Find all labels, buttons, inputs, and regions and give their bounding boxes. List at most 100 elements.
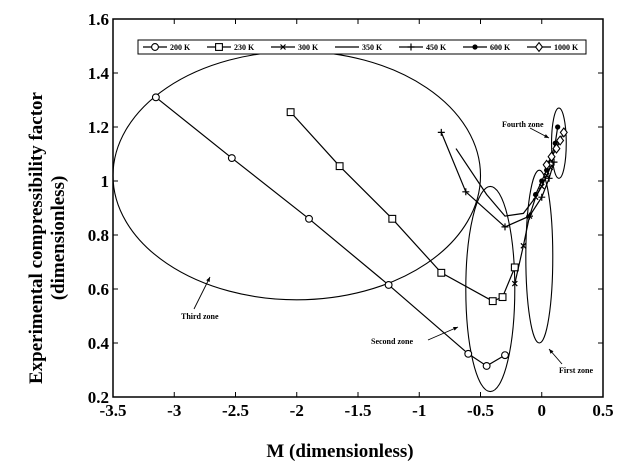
data-point: [542, 159, 551, 171]
axis-ticks: -3.5 -3 -2.5 -2 -1.5 -1 -0.5 0 0.5 0.2 0.4 0.6 0.8 1 1…: [88, 10, 614, 420]
x-tick-label: -2: [290, 401, 304, 420]
series-450-k: [437, 128, 558, 231]
y-tick-label: 0.8: [88, 226, 109, 245]
arrow-head: [544, 134, 549, 138]
data-point: [286, 108, 295, 117]
annotation-first-zone: First zone: [548, 348, 593, 375]
annotation-fourth-zone: Fourth zone: [502, 120, 550, 139]
annotation-second-zone: Second zone: [371, 326, 459, 346]
annotation-arrow: [193, 276, 211, 310]
second-zone-ellipse: [465, 185, 516, 393]
legend-entry: 200 K: [143, 43, 191, 52]
series-230-k: [286, 108, 519, 306]
third-zone-ellipse: [112, 50, 482, 301]
data-point: [280, 44, 286, 50]
annotation-arrow: [427, 326, 459, 341]
annotation-text: Fourth zone: [502, 120, 544, 129]
data-point: [482, 362, 491, 370]
annotation-text: Third zone: [181, 312, 219, 321]
data-point: [488, 297, 497, 306]
first-zone-ellipse: [525, 169, 554, 344]
x-tick-label: 0: [538, 401, 547, 420]
data-point: [550, 158, 558, 166]
data-point: [552, 143, 561, 154]
legend-label: 200 K: [170, 43, 191, 52]
x-tick-label: -2.5: [222, 401, 249, 420]
legend-label: 300 K: [298, 43, 319, 52]
x-axis-label: M (dimensionless): [266, 441, 413, 461]
series-200-k: [151, 93, 509, 370]
legend-label: 1000 K: [554, 43, 579, 52]
x-tick-label: 0.5: [592, 401, 613, 420]
annotation-text: First zone: [559, 366, 593, 375]
data-point: [538, 193, 546, 201]
legend-entry: 230 K: [207, 43, 255, 52]
data-point: [151, 93, 160, 102]
y-axis-label-line1: Experimental compressibility factor: [26, 91, 47, 384]
data-point: [511, 280, 518, 287]
data-point: [472, 44, 478, 50]
data-point: [544, 167, 550, 173]
data-point: [534, 41, 544, 53]
y-axis-label-line2: (dimensionless): [48, 176, 69, 301]
y-tick-label: 0.6: [88, 280, 109, 299]
x-tick-label: -1: [412, 401, 426, 420]
data-point: [388, 214, 397, 223]
data-point: [533, 191, 539, 198]
data-point: [464, 349, 473, 358]
arrow-head: [453, 327, 458, 331]
data-point: [384, 281, 393, 289]
data-point: [501, 351, 509, 360]
series-line: [514, 167, 551, 284]
legend-entry: 450 K: [399, 43, 447, 52]
series-1000-k: [542, 127, 568, 171]
data-point: [559, 127, 568, 138]
data-point: [151, 43, 159, 51]
y-tick-label: 0.2: [88, 388, 109, 407]
data-point: [437, 268, 446, 277]
series-line: [155, 96, 506, 367]
data-point: [335, 162, 344, 171]
arrow-head: [206, 277, 210, 282]
x-tick-label: -0.5: [467, 401, 494, 420]
data-point: [539, 178, 545, 184]
legend-box: [137, 39, 587, 55]
legend: 200 K 230 K 300 K 350 K 450 K 600 K 1000 K: [137, 39, 587, 55]
legend-label: 230 K: [234, 43, 255, 52]
data-point: [462, 188, 470, 196]
arrow-head: [549, 349, 554, 354]
legend-entry: 1000 K: [527, 41, 579, 53]
data-point: [510, 263, 519, 272]
y-tick-label: 1.2: [88, 118, 109, 137]
y-tick-label: 1.6: [88, 10, 109, 29]
data-point: [526, 212, 533, 220]
legend-label: 450 K: [426, 43, 447, 52]
data-point: [556, 135, 565, 146]
series-line: [290, 111, 516, 302]
y-tick-label: 1.4: [88, 64, 110, 83]
data-point: [305, 214, 313, 223]
x-tick-label: -3: [167, 401, 181, 420]
series-lines: [151, 93, 568, 370]
legend-entry: 350 K: [335, 43, 383, 52]
legend-label: 350 K: [362, 43, 383, 52]
annotation-text: Second zone: [371, 337, 413, 346]
y-tick-label: 1: [101, 172, 110, 191]
data-point: [498, 293, 507, 302]
data-point: [547, 151, 556, 162]
legend-entry: 300 K: [271, 43, 319, 52]
data-point: [501, 223, 509, 231]
y-tick-label: 0.4: [88, 334, 110, 353]
x-tick-label: -1.5: [345, 401, 372, 420]
series-350-k: [455, 148, 553, 217]
annotations: Fourth zone Third zone Second zone First zo…: [181, 120, 593, 375]
data-point: [545, 174, 553, 182]
fourth-zone-ellipse: [551, 107, 567, 179]
x-tick-label: -3.5: [100, 401, 127, 420]
series-line: [440, 132, 555, 228]
data-point: [215, 43, 223, 51]
data-point: [437, 128, 445, 136]
annotation-third-zone: Third zone: [181, 276, 219, 321]
data-point: [407, 43, 415, 51]
